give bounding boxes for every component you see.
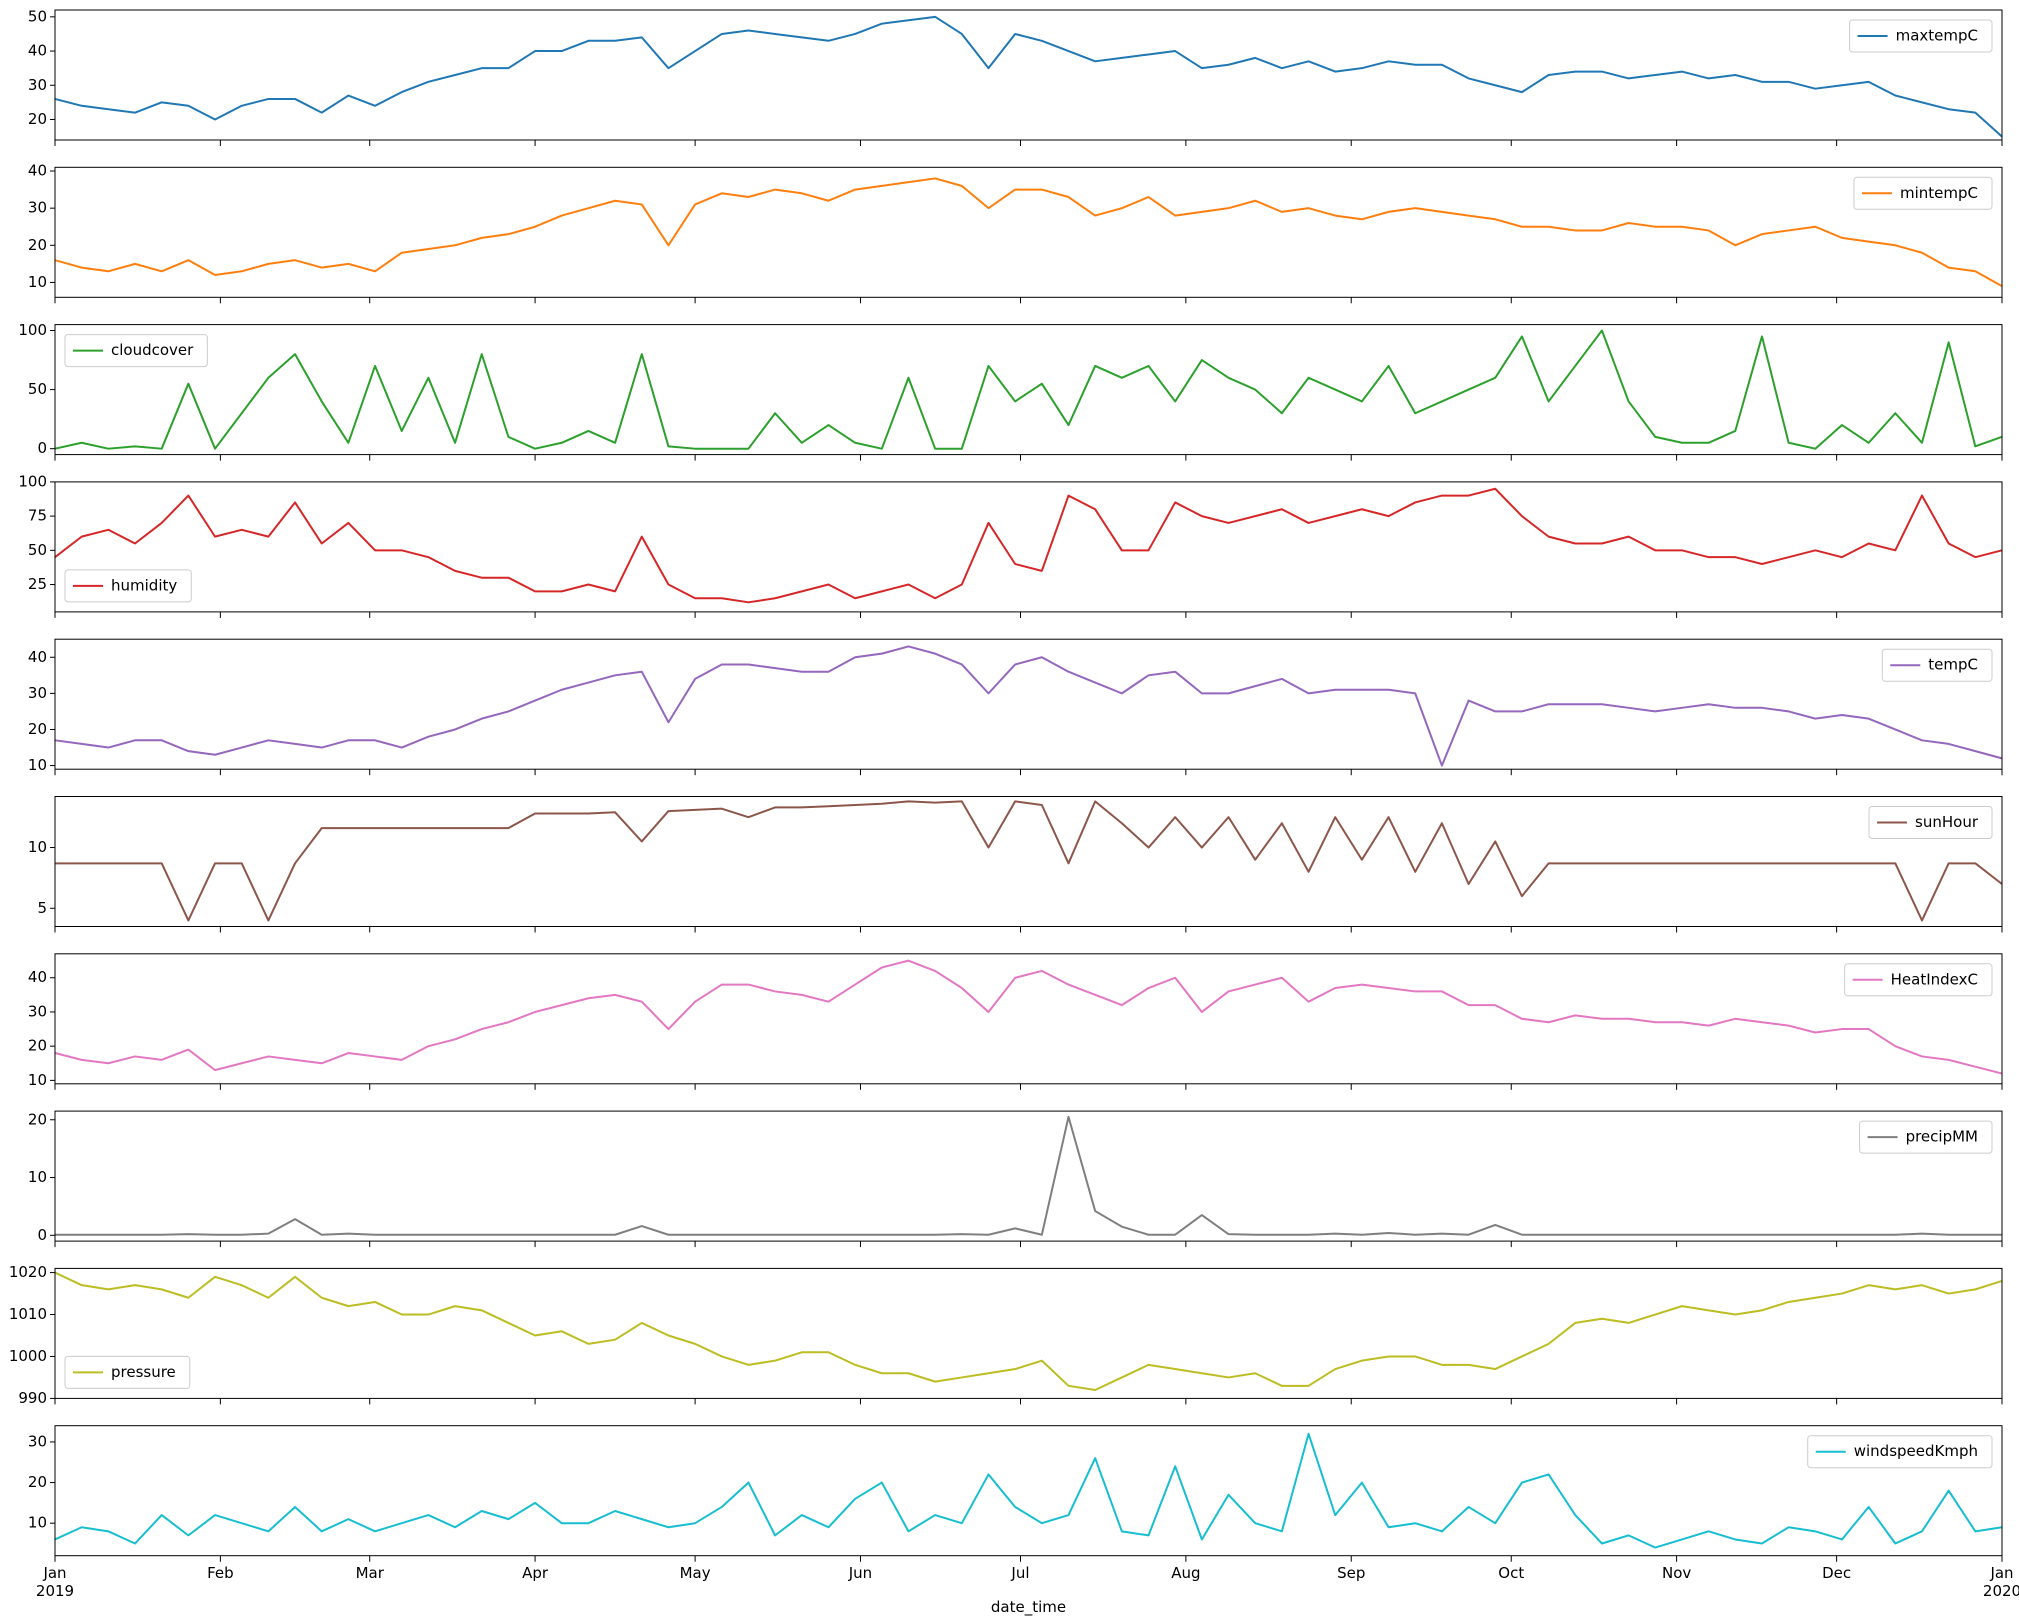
legend-label: windspeedKmph [1854,1442,1978,1460]
legend-box [64,569,192,603]
y-tick-label: 75 [28,507,47,525]
x-tick-label: Jan 2019 [35,1563,75,1600]
x-tick-label: Mar [355,1563,384,1582]
y-tick-label: 20 [28,110,47,128]
x-tick-label: Feb [207,1563,234,1582]
axes-frame [54,1267,2003,1399]
y-tick-label: 20 [28,720,47,738]
y-tick-label: 30 [28,1002,47,1020]
y-tick-label: 5 [37,899,47,917]
y-tick-label: 50 [28,380,47,398]
y-tick-label: 20 [28,1110,47,1128]
x-axis-label: date_time [991,1598,1066,1617]
legend-box [1859,1120,1993,1154]
y-tick-label: 20 [28,1473,47,1491]
data-line [54,1432,2003,1549]
x-tick-label: Oct [1498,1563,1525,1582]
x-tick-label: Nov [1661,1563,1692,1582]
legend-box [1849,19,1993,53]
axes-frame [54,481,2003,613]
y-tick-label: 1020 [9,1263,47,1281]
data-line [54,15,2003,138]
y-tick-label: 40 [28,648,47,666]
y-tick-label: 10 [28,756,47,774]
legend-label: precipMM [1906,1128,1978,1146]
y-tick-label: 0 [37,439,47,457]
legend-box [1853,176,1993,210]
legend-label: HeatIndexC [1891,970,1978,988]
y-tick-label: 40 [28,162,47,180]
legend-box [1881,648,1993,682]
axes-frame [54,638,2003,770]
axes-frame [54,796,2003,927]
legend-label: tempC [1928,656,1978,674]
data-line [54,645,2003,767]
legend-label: humidity [111,576,177,594]
y-tick-label: 10 [28,838,47,856]
x-tick-label: May [679,1563,711,1582]
x-tick-label: Aug [1171,1563,1201,1582]
data-line [55,800,2003,922]
y-tick-label: 990 [18,1389,47,1407]
x-tick-label: Dec [1822,1563,1852,1582]
data-line [55,1115,2002,1236]
axes-frame [54,1110,2003,1242]
legend-box [1868,806,1993,839]
data-line [54,329,2003,450]
y-tick-label: 10 [28,1514,47,1532]
legend-box [64,1355,191,1389]
axes-frame [54,9,2003,141]
axes-frame [54,953,2003,1085]
y-tick-label: 10 [28,1071,47,1089]
y-tick-label: 1000 [9,1347,47,1365]
y-tick-label: 50 [28,541,47,559]
x-tick-label: Apr [522,1563,549,1582]
legend-label: mintempC [1900,184,1978,202]
y-tick-label: 25 [28,575,47,593]
x-tick-label: Jan 2020 [1982,1563,2019,1600]
data-line [54,959,2003,1075]
legend-label: cloudcover [111,341,194,359]
axes-frame [54,1425,2003,1557]
y-tick-label: 30 [28,1432,47,1450]
y-tick-label: 40 [28,968,47,986]
y-tick-label: 100 [18,321,47,339]
y-tick-label: 50 [28,7,47,25]
y-tick-label: 20 [28,1037,47,1055]
y-tick-label: 30 [28,76,47,94]
x-tick-label: Jul [1011,1563,1030,1582]
y-tick-label: 10 [28,273,47,291]
data-line [54,487,2003,604]
y-tick-label: 100 [18,472,47,490]
y-tick-label: 30 [28,684,47,702]
y-tick-label: 20 [28,236,47,254]
x-tick-label: Jun [848,1563,873,1582]
legend-box [1807,1435,1993,1469]
y-tick-label: 0 [37,1226,47,1244]
y-tick-label: 40 [28,42,47,60]
data-line [54,1271,2003,1392]
legend-box [1844,963,1993,997]
axes-frame [54,166,2003,298]
y-tick-label: 30 [28,199,47,217]
data-line [54,177,2003,288]
legend-box [64,334,208,368]
y-tick-label: 1010 [9,1305,47,1323]
legend-label: sunHour [1915,813,1979,831]
legend-label: pressure [111,1363,176,1381]
y-tick-label: 10 [28,1168,47,1186]
legend-label: maxtempC [1896,27,1978,45]
x-tick-label: Sep [1337,1563,1366,1582]
axes-frame [54,324,2003,456]
